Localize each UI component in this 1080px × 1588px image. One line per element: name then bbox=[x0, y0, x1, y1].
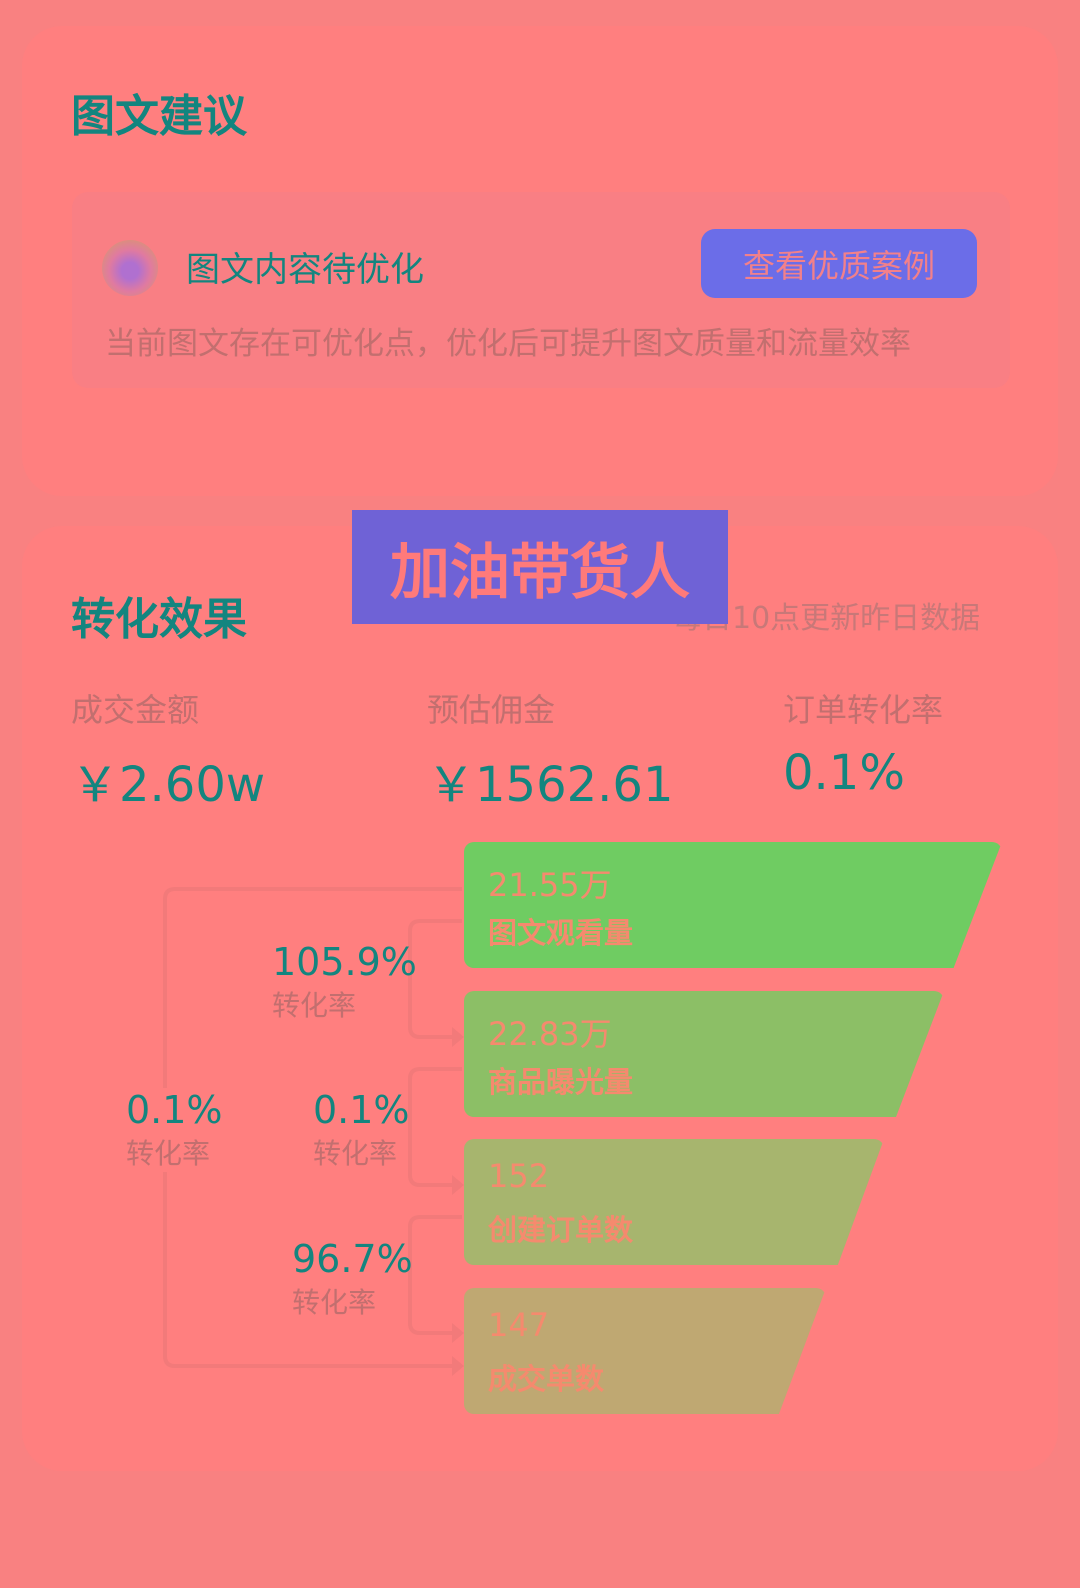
rate-exposure-orders: 0.1% 转化率 bbox=[313, 1088, 410, 1172]
rate-value: 0.1% bbox=[126, 1088, 223, 1132]
funnel-label: 成交单数 bbox=[488, 1362, 605, 1396]
rate-views-exposure: 105.9% 转化率 bbox=[272, 940, 417, 1024]
rate-label: 转化率 bbox=[313, 1137, 398, 1170]
metric-label: 预估佣金 bbox=[427, 691, 556, 729]
metric-label: 成交金额 bbox=[71, 691, 200, 729]
rate-orders-deals: 96.7% 转化率 bbox=[292, 1237, 413, 1321]
funnel-step-views: 21.55万图文观看量 bbox=[464, 842, 1002, 968]
rate-label: 转化率 bbox=[292, 1286, 377, 1319]
tip-description: 当前图文存在可优化点，优化后可提升图文质量和流量效率 bbox=[105, 326, 911, 362]
metric-value: 0.1% bbox=[783, 745, 905, 801]
funnel-step-exposure: 22.83万商品曝光量 bbox=[464, 991, 944, 1117]
view-cases-button[interactable]: 查看优质案例 bbox=[701, 229, 977, 298]
metric-value: ￥2.60w bbox=[71, 757, 266, 813]
funnel-value: 147 bbox=[488, 1306, 550, 1344]
metric-commission: 预估佣金 ￥1562.61 bbox=[427, 685, 674, 815]
rate-label: 转化率 bbox=[272, 989, 357, 1022]
funnel-label: 商品曝光量 bbox=[488, 1065, 634, 1099]
rate-overall: 0.1% 转化率 bbox=[126, 1088, 223, 1172]
rate-value: 0.1% bbox=[313, 1088, 410, 1132]
rate-value: 105.9% bbox=[272, 940, 417, 984]
metric-order-rate: 订单转化率 0.1% bbox=[783, 685, 943, 801]
metric-label: 订单转化率 bbox=[783, 691, 944, 729]
funnel-value: 152 bbox=[488, 1157, 550, 1195]
section-title: 转化效果 bbox=[71, 594, 247, 645]
funnel-step-orders: 152 创建订单数 bbox=[464, 1139, 884, 1265]
rate-value: 96.7% bbox=[292, 1237, 413, 1281]
metric-gmv: 成交金额 ￥2.60w bbox=[71, 685, 265, 815]
sad-face-icon bbox=[102, 240, 158, 296]
metric-value: ￥1562.61 bbox=[427, 757, 674, 813]
funnel-value: 22.83万 bbox=[488, 1015, 612, 1053]
funnel-step-deals: 147 成交单数 bbox=[464, 1288, 826, 1414]
overlay-banner: 加油带货人 bbox=[352, 510, 728, 624]
funnel-label: 图文观看量 bbox=[488, 916, 634, 950]
section-title: 图文建议 bbox=[71, 91, 247, 142]
funnel-value: 21.55万 bbox=[488, 866, 612, 904]
funnel-label: 创建订单数 bbox=[488, 1213, 634, 1247]
tip-title: 图文内容待优化 bbox=[186, 250, 424, 290]
rate-label: 转化率 bbox=[126, 1137, 211, 1170]
